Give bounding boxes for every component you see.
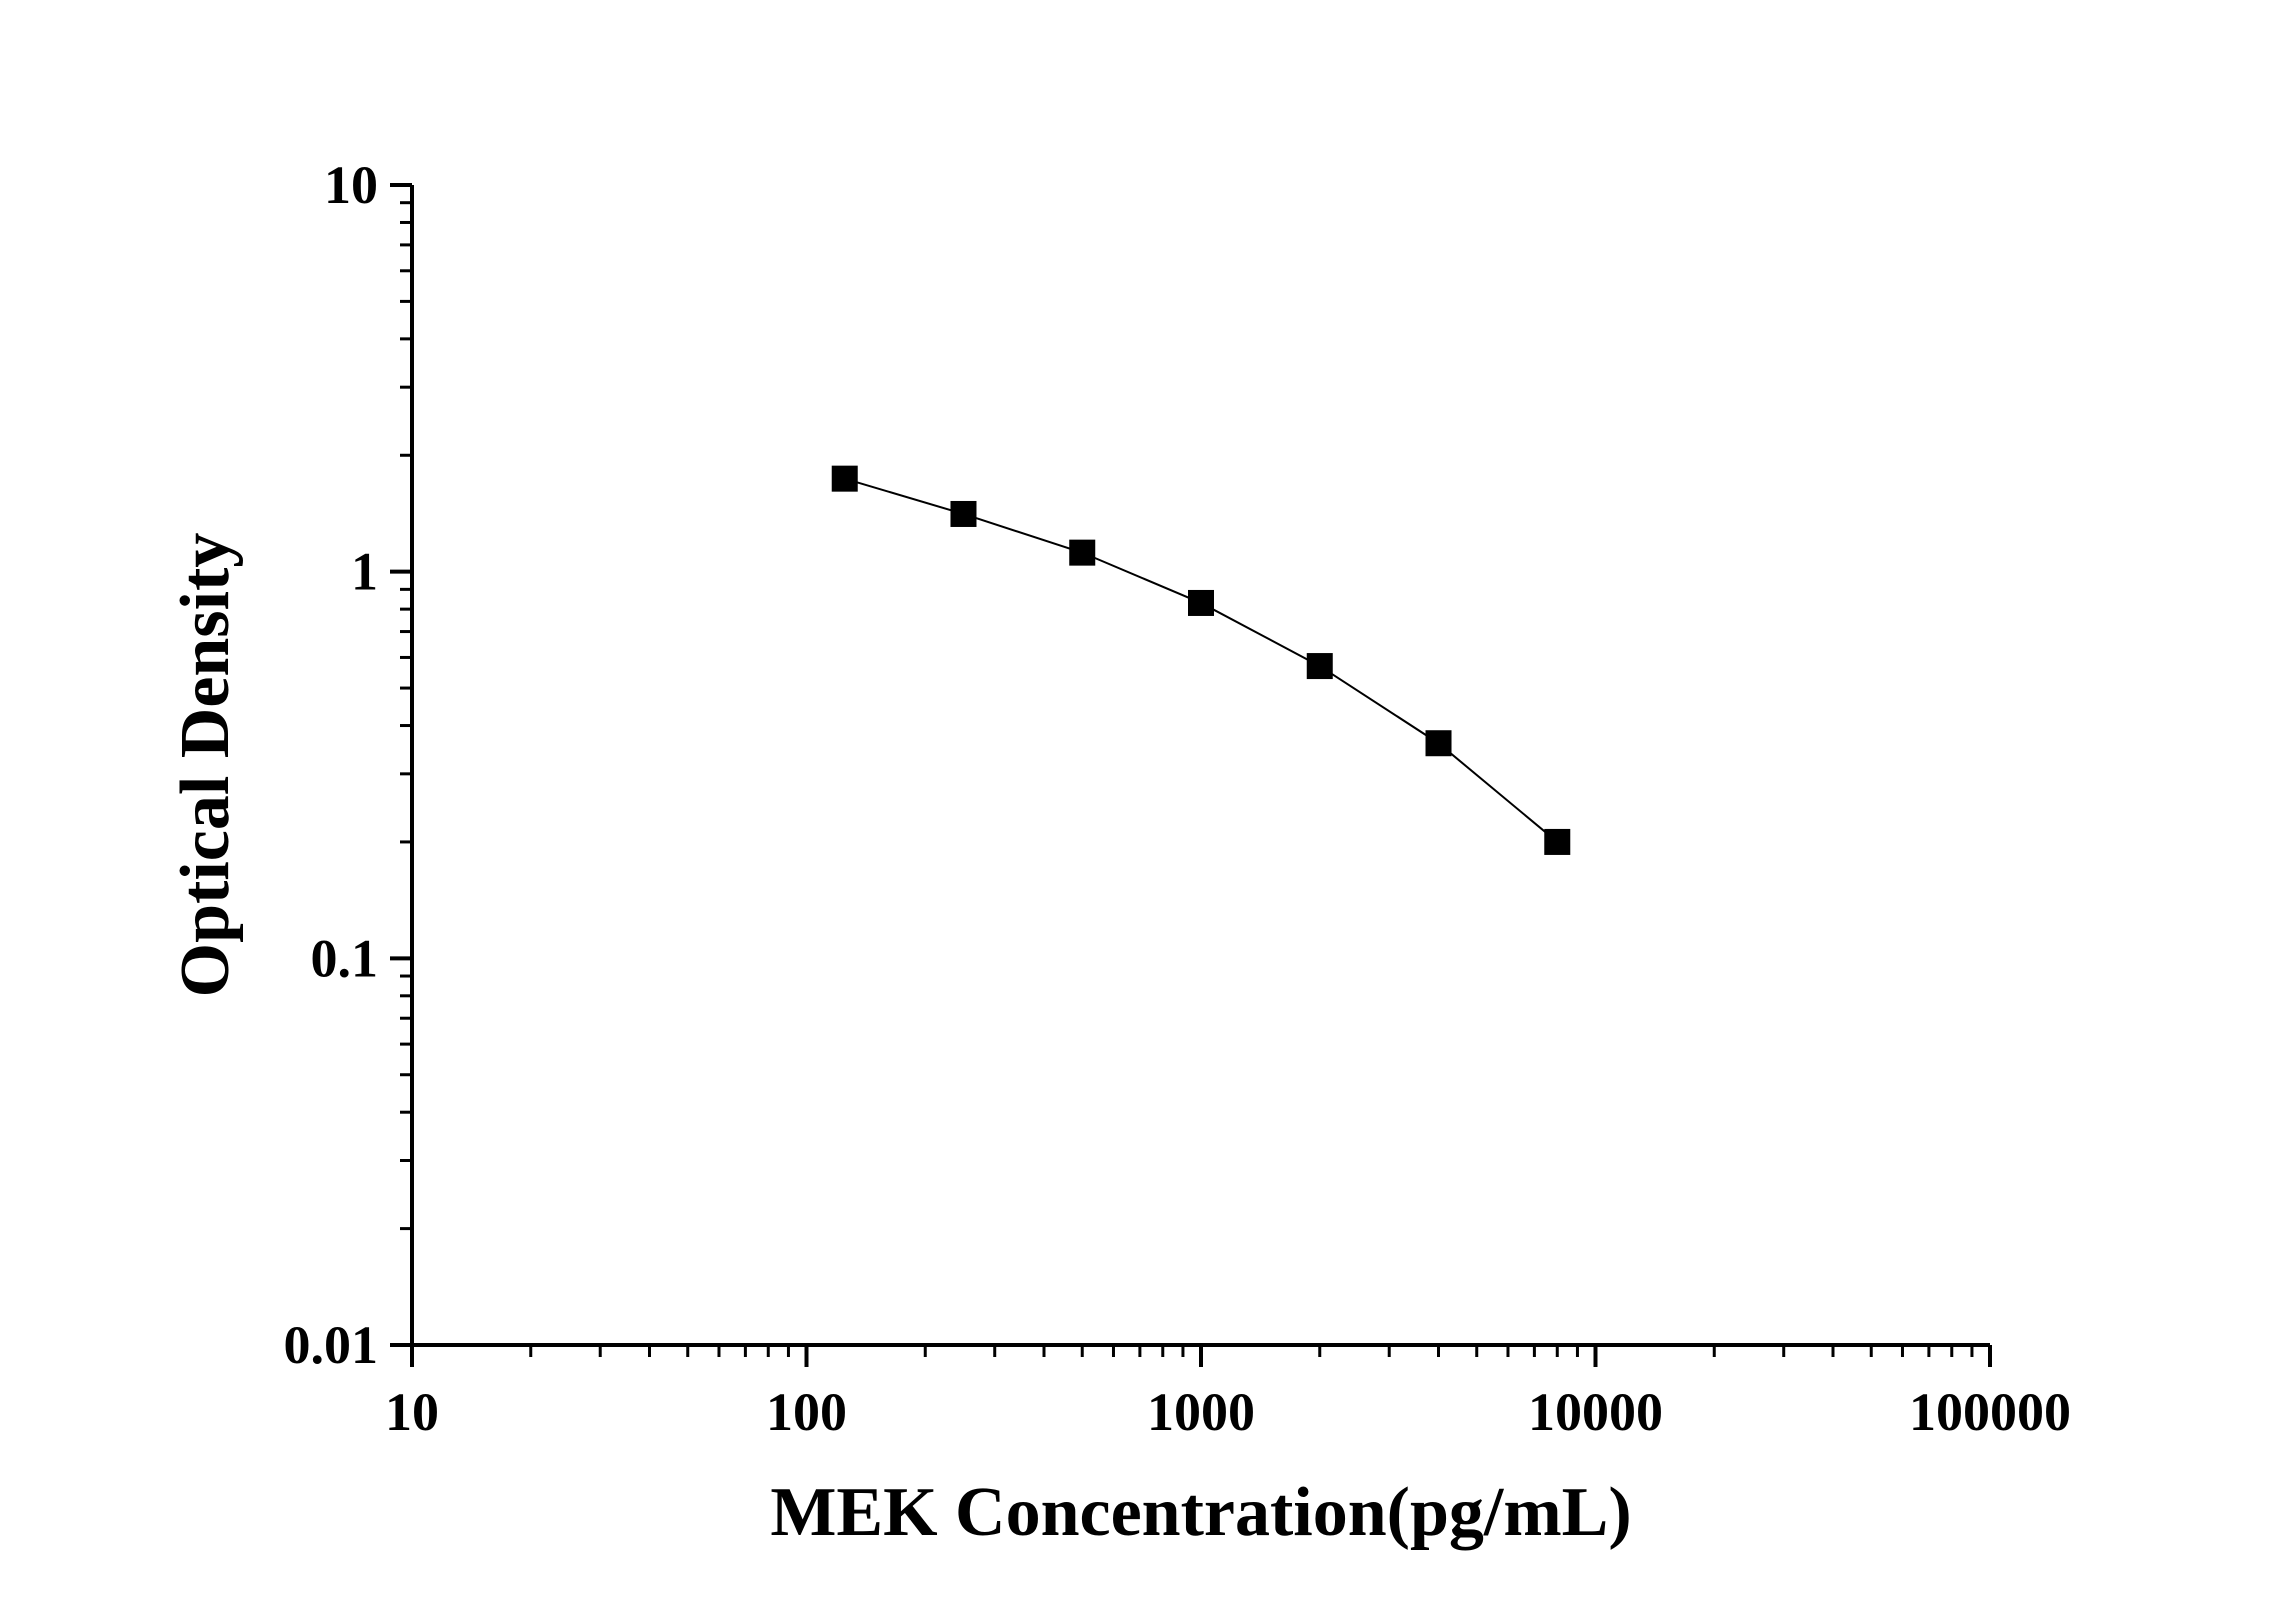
y-tick-labels: 0.01 0.1 1 10: [284, 155, 379, 1375]
y-ticks: [390, 183, 412, 1347]
x-tick-label: 100: [766, 1382, 847, 1442]
y-axis-title: Optical Density: [167, 533, 244, 998]
data-point-marker: [1425, 730, 1452, 757]
data-point-marker: [831, 465, 858, 492]
y-tick-label: 0.01: [284, 1315, 379, 1375]
x-tick-label: 1000: [1147, 1382, 1255, 1442]
data-point-marker: [1544, 828, 1571, 855]
x-ticks: [410, 1345, 1992, 1367]
x-axis-title: MEK Concentration(pg/mL): [770, 1474, 1631, 1551]
x-tick-label: 100000: [1909, 1382, 2071, 1442]
y-tick-label: 0.1: [311, 928, 379, 988]
data-point-marker: [1306, 653, 1333, 680]
data-point-marker: [950, 500, 977, 527]
x-tick-label: 10: [385, 1382, 439, 1442]
series-polyline: [844, 477, 1558, 843]
data-points: [831, 465, 1571, 855]
data-point-marker: [1188, 589, 1214, 616]
y-tick-label: 1: [351, 542, 378, 602]
plot-area: 10 100 1000 10000 100000 0.01 0.1 1 10: [284, 155, 2072, 1442]
y-tick-label: 10: [324, 155, 378, 215]
x-tick-labels: 10 100 1000 10000 100000: [385, 1382, 2071, 1442]
series-line: [844, 477, 1558, 843]
x-tick-label: 10000: [1528, 1382, 1663, 1442]
data-point-marker: [1069, 539, 1096, 566]
